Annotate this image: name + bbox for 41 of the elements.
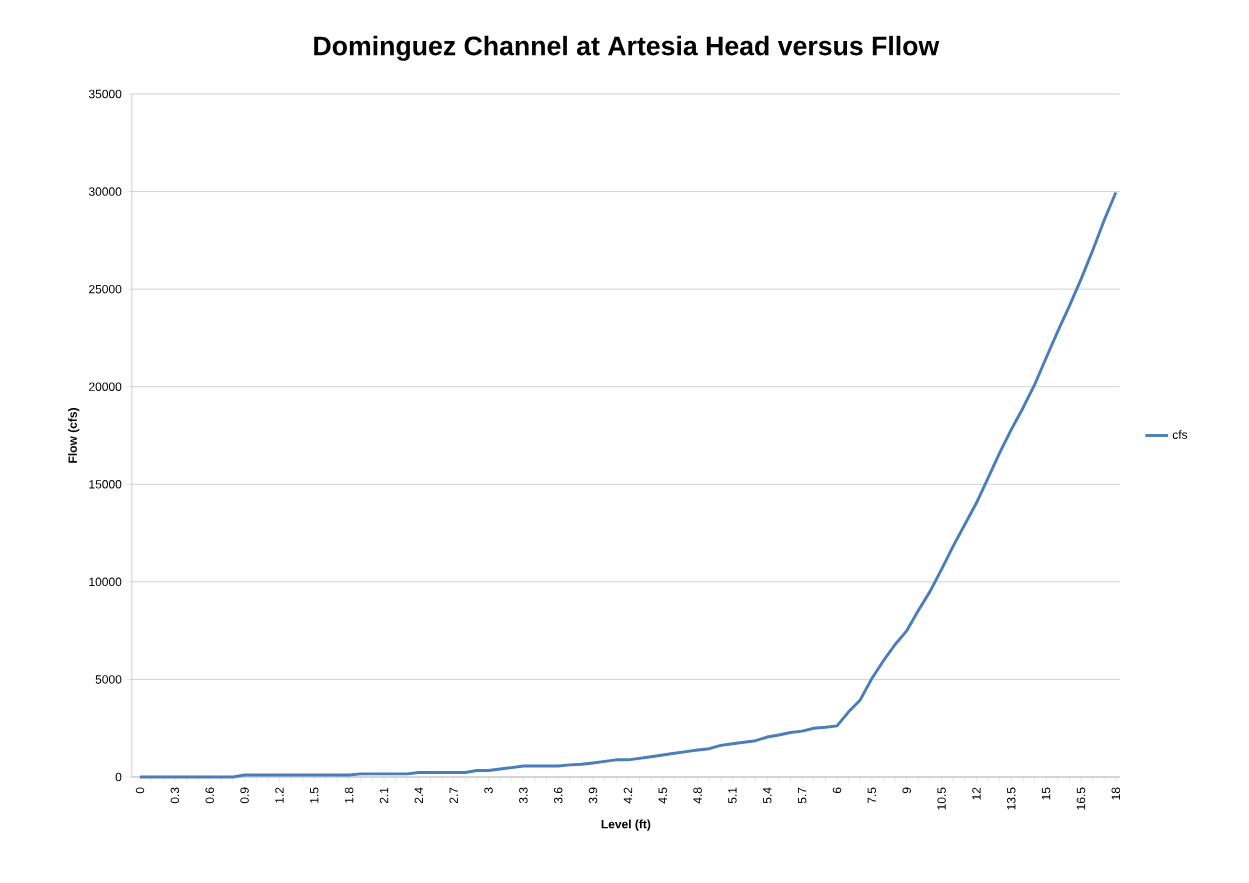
x-tick-label: 0.3	[170, 787, 180, 804]
y-tick-label: 10000	[89, 577, 122, 587]
x-tick-label: 1.5	[310, 787, 319, 803]
y-axis-title: Flow (cfs)	[68, 408, 80, 463]
x-tick-label: 2.1	[379, 787, 389, 804]
x-tick-label: 15	[1041, 787, 1051, 800]
x-tick-label: 5.7	[797, 787, 807, 804]
y-tick-label: 0	[115, 772, 122, 782]
legend-label: cfs	[1172, 430, 1188, 439]
chart-title: Dominguez Channel at Artesia Head versus Fllow	[314, 35, 940, 61]
x-tick-label: 1.2	[275, 787, 284, 803]
x-tick-label: 3.3	[519, 787, 528, 804]
x-tick-label: 3	[484, 787, 493, 794]
x-axis-title: Level (ft)	[601, 819, 651, 831]
x-tick-label: 3.6	[553, 787, 563, 804]
x-tick-label: 2.7	[449, 787, 458, 804]
x-tick-label: 7.5	[867, 787, 877, 804]
x-tick-label: 0.6	[205, 787, 214, 804]
y-tick-label: 35000	[88, 89, 122, 99]
y-tick-label: 25000	[89, 284, 122, 294]
x-tick-label: 6	[832, 787, 842, 794]
x-tick-label: 4.5	[658, 787, 667, 804]
x-tick-label: 4.2	[623, 787, 633, 804]
x-tick-label: 13.5	[1007, 787, 1016, 810]
x-tick-label: 1.8	[344, 787, 354, 803]
x-tick-label: 5.4	[763, 787, 772, 804]
y-tick-label: 15000	[89, 480, 122, 489]
x-tick-label: 9	[902, 787, 911, 794]
x-tick-label: 10.5	[937, 787, 946, 810]
x-tick-label: 5.1	[728, 787, 737, 804]
x-tick-label: 12	[972, 787, 981, 800]
x-tick-label: 3.9	[588, 787, 598, 804]
x-tick-label: 2.4	[414, 787, 423, 804]
x-tick-label: 0	[135, 787, 145, 794]
y-tick-label: 5000	[95, 675, 122, 684]
x-tick-label: 0.9	[240, 787, 249, 804]
x-tick-label: 4.8	[693, 787, 702, 804]
y-tick-label: 20000	[89, 382, 122, 391]
y-tick-label: 30000	[88, 187, 122, 196]
x-tick-label: 16.5	[1076, 787, 1086, 810]
x-tick-label: 18	[1111, 787, 1121, 800]
